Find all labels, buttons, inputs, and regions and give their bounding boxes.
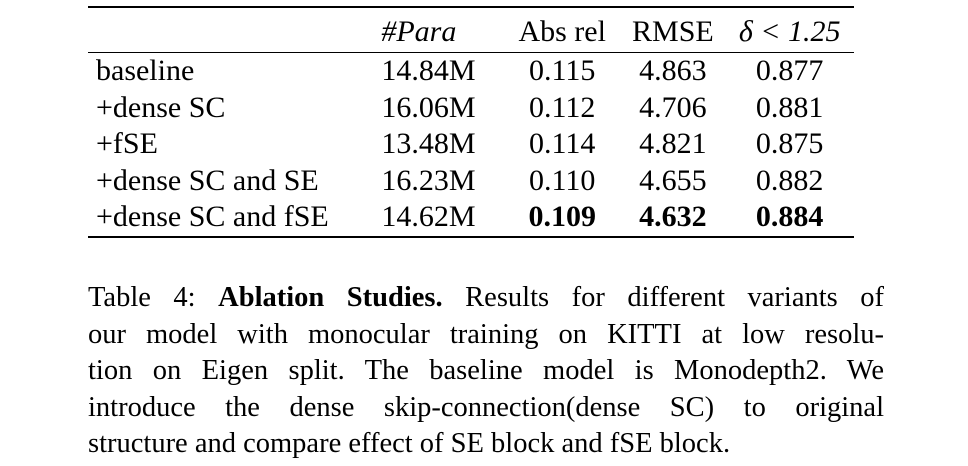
- cell-para: 16.23M: [381, 163, 476, 197]
- caption-line-5: structure and compare effect of SE block…: [88, 428, 731, 460]
- caption-label: Table 4:: [88, 282, 196, 313]
- cell-para: 14.62M: [381, 200, 476, 234]
- header-rmse: RMSE: [632, 15, 714, 48]
- table-row: +dense SC and SE 16.23M 0.110 4.655 0.88…: [88, 163, 854, 200]
- cell-para: 16.06M: [381, 90, 476, 124]
- cell-rmse: 4.863: [639, 54, 707, 88]
- table-row: baseline 14.84M 0.115 4.863 0.877: [88, 53, 854, 90]
- cell-rmse: 4.655: [639, 163, 707, 197]
- cell-abs-rel: 0.114: [529, 127, 596, 161]
- cell-variant: +dense SC: [96, 90, 226, 124]
- cell-abs-rel: 0.110: [529, 163, 596, 197]
- cell-rmse: 4.821: [639, 127, 707, 161]
- table-row-best: +dense SC and fSE 14.62M 0.109 4.632 0.8…: [88, 199, 854, 236]
- mid-rule: [88, 52, 854, 53]
- top-rule: [88, 6, 854, 8]
- caption-title: Ablation Studies.: [218, 282, 443, 313]
- caption-line-4: introduce the dense skip-connection(dens…: [88, 391, 884, 423]
- cell-abs-rel: 0.112: [529, 90, 596, 124]
- caption-line-3: tion on Eigen split. The baseline model …: [88, 355, 884, 387]
- cell-abs-rel-best: 0.109: [528, 200, 596, 234]
- cell-delta: 0.881: [755, 90, 824, 124]
- header-para: #Para: [381, 15, 457, 48]
- cell-delta: 0.875: [755, 127, 824, 161]
- header-variant: [88, 8, 381, 52]
- cell-rmse-best: 4.632: [639, 200, 707, 234]
- cell-para: 13.48M: [381, 127, 476, 161]
- header-abs-rel: Abs rel: [518, 15, 606, 48]
- header-delta-text: δ < 1.25: [738, 15, 841, 48]
- cell-variant: +dense SC and SE: [96, 163, 319, 197]
- cell-delta: 0.882: [755, 163, 824, 197]
- table-row: +fSE 13.48M 0.114 4.821 0.875: [88, 126, 854, 163]
- cell-variant: +fSE: [96, 127, 158, 161]
- table-caption: Table 4: Ablation Studies. Results for d…: [88, 280, 884, 463]
- cell-abs-rel: 0.115: [529, 54, 596, 88]
- ablation-table: #Para Abs rel RMSE δ < 1.25 baseline 14.…: [88, 6, 854, 238]
- caption-line-1: Table 4: Ablation Studies. Results for d…: [88, 280, 884, 317]
- cell-variant: +dense SC and fSE: [96, 200, 329, 234]
- header-row: #Para Abs rel RMSE δ < 1.25: [88, 8, 854, 52]
- header-delta: δ < 1.25: [725, 8, 854, 52]
- cell-delta-best: 0.884: [755, 200, 824, 234]
- caption-line-2: our model with monocular training on KIT…: [88, 318, 884, 350]
- cell-rmse: 4.706: [639, 90, 707, 124]
- table-row: +dense SC 16.06M 0.112 4.706 0.881: [88, 90, 854, 127]
- cell-para: 14.84M: [381, 54, 476, 88]
- bottom-rule: [88, 235, 854, 238]
- cell-delta: 0.877: [755, 54, 824, 88]
- caption-text: Results for different variants of: [465, 282, 885, 313]
- results-table: #Para Abs rel RMSE δ < 1.25 baseline 14.…: [88, 8, 854, 236]
- cell-variant: baseline: [96, 54, 195, 88]
